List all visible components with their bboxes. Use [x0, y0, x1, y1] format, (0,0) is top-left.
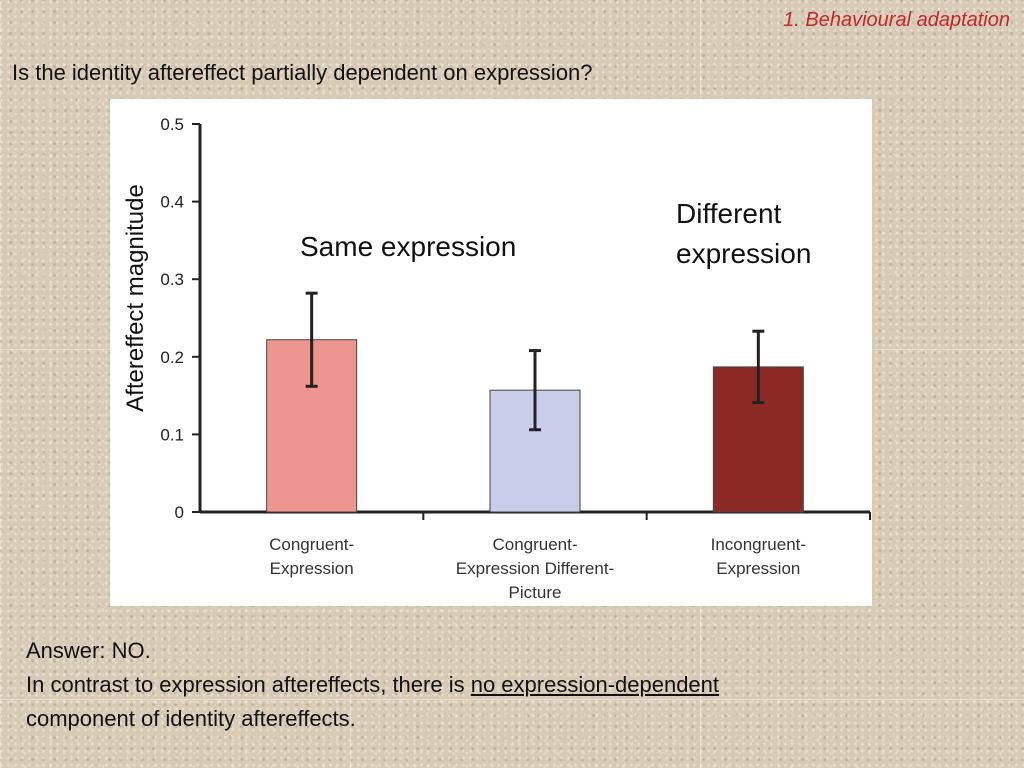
- answer-text: Answer: NO. In contrast to expression af…: [26, 634, 719, 736]
- y-tick-label: 0.5: [160, 115, 184, 134]
- chart-panel: 0 0.1 0.2 0.3 0.4 0.5 Aftereffect magnitude Con…: [110, 99, 872, 606]
- y-tick-label: 0.4: [160, 193, 184, 212]
- answer-line1: Answer: NO.: [26, 638, 151, 663]
- annotation-same-expression: Same expression: [300, 231, 517, 262]
- annotation-different-expression: Different expression: [676, 194, 811, 274]
- x-tick-label: Congruent-Expression Different-Picture: [456, 535, 614, 602]
- bar-chart: 0 0.1 0.2 0.3 0.4 0.5 Aftereffect magnitude Con…: [122, 115, 871, 602]
- y-axis-label: Aftereffect magnitude: [122, 184, 149, 412]
- annotation-different-line1: Different: [676, 198, 782, 229]
- answer-line2-underlined: no expression-dependent: [470, 672, 720, 697]
- slide-question: Is the identity aftereffect partially de…: [12, 60, 593, 85]
- x-tick-label: Incongruent-Expression: [711, 535, 806, 578]
- annotation-different-line2: expression: [676, 238, 812, 269]
- x-tick-label: Congruent-Expression: [269, 535, 354, 578]
- section-label: 1. Behavioural adaptation: [783, 9, 1010, 31]
- y-tick-label: 0: [175, 503, 184, 522]
- y-tick-label: 0.3: [160, 270, 184, 289]
- answer-line2-prefix: In contrast to expression aftereffects, …: [26, 672, 471, 697]
- y-tick-label: 0.1: [160, 425, 184, 444]
- answer-line3: component of identity aftereffects.: [26, 706, 356, 731]
- y-tick-label: 0.2: [160, 348, 184, 367]
- answer-line2: In contrast to expression aftereffects, …: [26, 668, 719, 702]
